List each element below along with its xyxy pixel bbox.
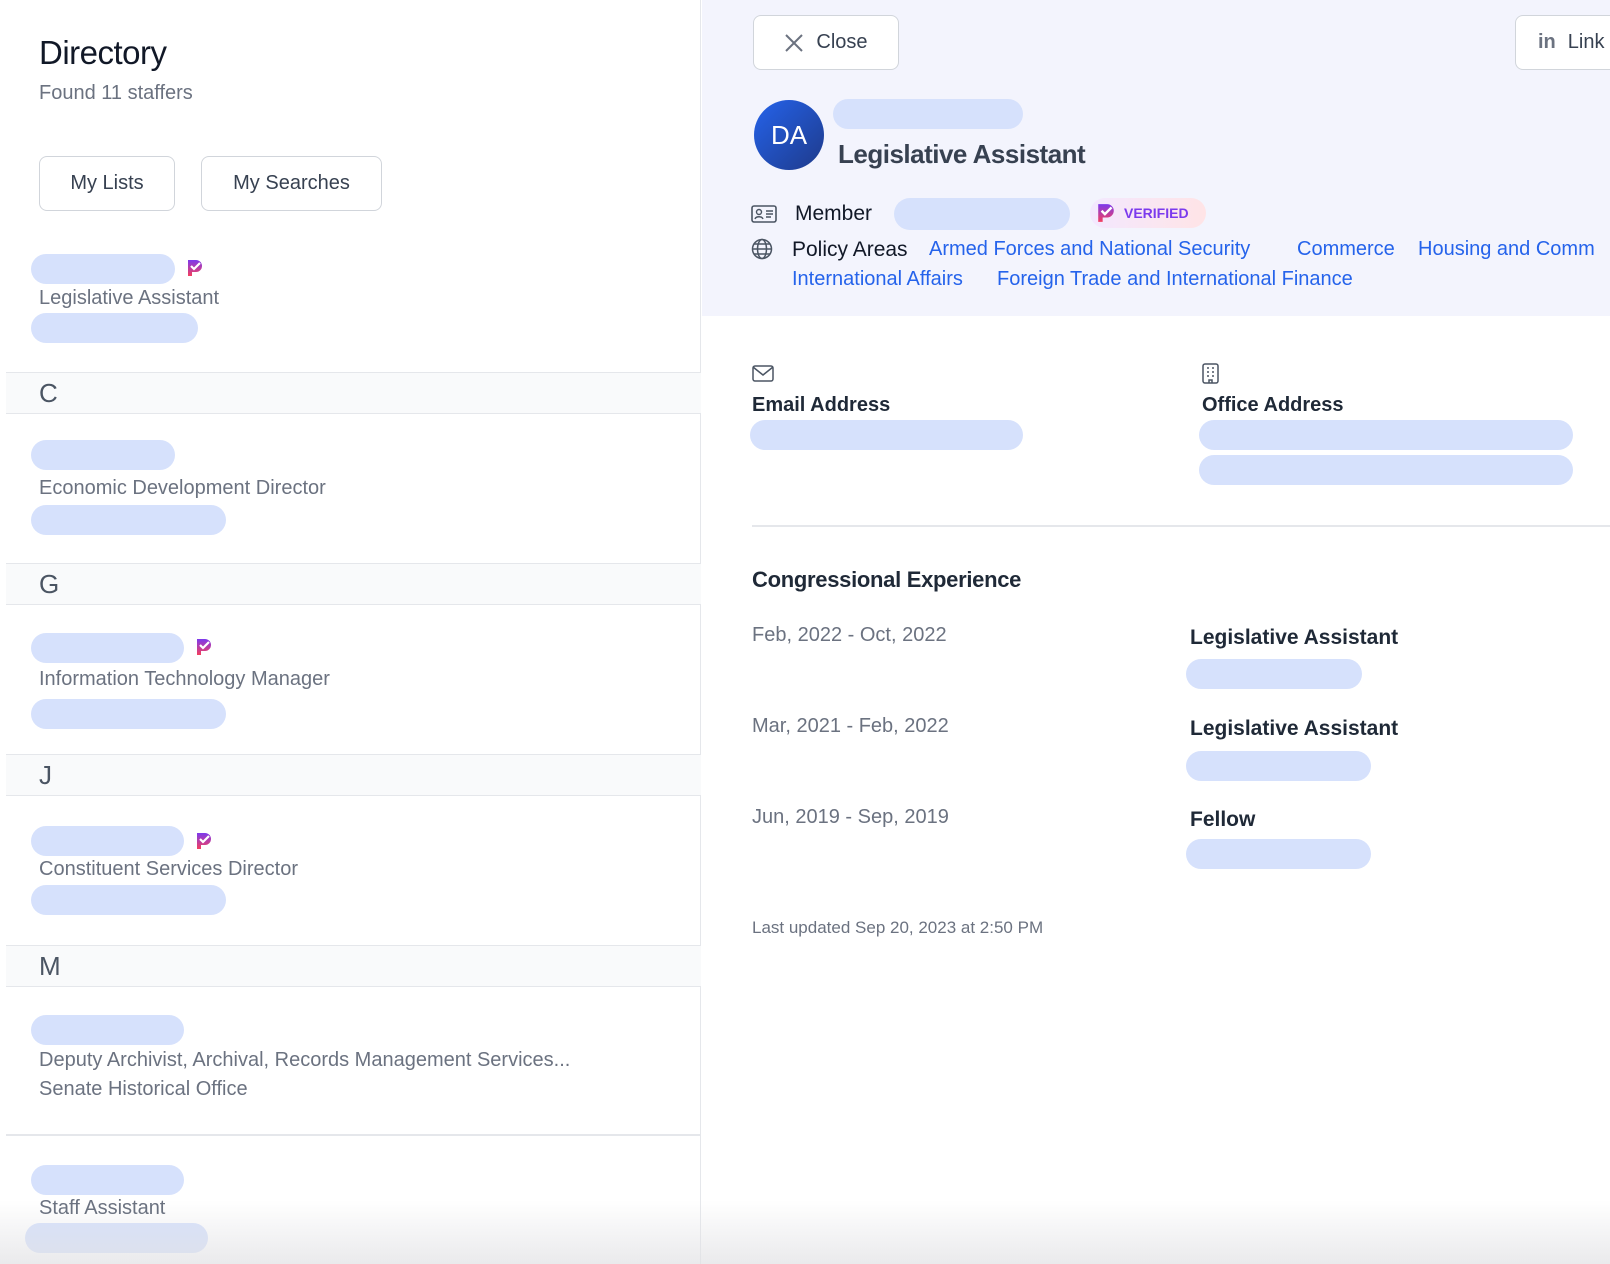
experience-dates: Jun, 2019 - Sep, 2019 — [752, 806, 949, 828]
email-placeholder — [750, 420, 1023, 450]
policy-area-link[interactable]: Commerce — [1297, 238, 1395, 260]
staffer-title: Economic Development Director — [39, 477, 326, 499]
verified-icon — [195, 832, 213, 850]
office-placeholder — [31, 313, 198, 343]
policy-area-link[interactable]: Armed Forces and National Security — [929, 238, 1251, 260]
office-placeholder — [31, 885, 226, 915]
office-placeholder — [31, 505, 226, 535]
policy-area-link[interactable]: International Affairs — [792, 268, 963, 290]
verified-badge: VERIFIED — [1090, 198, 1206, 228]
name-placeholder — [31, 440, 175, 470]
close-label: Close — [816, 31, 868, 53]
globe-icon — [751, 238, 773, 260]
results-count: Found 11 staffers — [39, 82, 193, 104]
name-placeholder — [31, 633, 184, 663]
staffer-title: Deputy Archivist, Archival, Records Mana… — [39, 1049, 571, 1071]
email-icon — [752, 365, 774, 382]
office-label: Office Address — [1202, 394, 1344, 416]
verified-icon — [195, 638, 213, 656]
directory-panel: Directory Found 11 staffers My Lists My … — [0, 0, 701, 1264]
office-placeholder — [1186, 659, 1362, 689]
section-header-m: M — [6, 945, 701, 987]
divider — [6, 1134, 701, 1136]
office-placeholder — [1186, 751, 1371, 781]
close-button[interactable]: Close — [753, 15, 899, 70]
office-placeholder — [25, 1223, 208, 1253]
my-searches-button[interactable]: My Searches — [201, 156, 382, 211]
policy-areas-label: Policy Areas — [792, 238, 908, 261]
page-title: Directory — [39, 34, 167, 71]
divider — [752, 525, 1610, 527]
office-placeholder — [1199, 455, 1573, 485]
experience-role: Legislative Assistant — [1190, 626, 1399, 649]
staffer-title: Legislative Assistant — [39, 287, 220, 309]
linkedin-icon: in — [1538, 31, 1556, 53]
office-placeholder — [1199, 420, 1573, 450]
name-placeholder — [31, 1015, 184, 1045]
section-header-j: J — [6, 754, 701, 796]
verified-icon — [186, 259, 204, 277]
my-lists-button[interactable]: My Lists — [39, 156, 175, 211]
staffer-office: Senate Historical Office — [39, 1078, 248, 1100]
name-placeholder — [31, 1165, 184, 1195]
experience-role: Legislative Assistant — [1190, 717, 1399, 740]
name-placeholder — [31, 826, 184, 856]
name-placeholder — [31, 254, 175, 284]
verified-text: VERIFIED — [1124, 205, 1189, 221]
section-header-c: C — [6, 372, 701, 414]
experience-role: Fellow — [1190, 808, 1256, 831]
email-label: Email Address — [752, 394, 891, 416]
avatar: DA — [754, 100, 824, 170]
building-icon — [1202, 363, 1219, 384]
id-card-icon — [751, 205, 777, 223]
policy-area-link[interactable]: Housing and Comm — [1418, 238, 1595, 260]
close-icon — [785, 33, 804, 52]
section-header-g: G — [6, 563, 701, 605]
office-placeholder — [1186, 839, 1371, 869]
staffer-title: Information Technology Manager — [39, 668, 330, 690]
member-label: Member — [795, 202, 873, 225]
member-placeholder — [894, 198, 1070, 230]
policy-area-link[interactable]: Foreign Trade and International Finance — [997, 268, 1353, 290]
name-placeholder — [833, 99, 1023, 129]
last-updated: Last updated Sep 20, 2023 at 2:50 PM — [752, 918, 1044, 937]
profile-title: Legislative Assistant — [838, 139, 1086, 169]
staffer-title: Staff Assistant — [39, 1197, 166, 1219]
linkedin-label: Link — [1567, 31, 1605, 53]
experience-dates: Feb, 2022 - Oct, 2022 — [752, 624, 947, 646]
office-placeholder — [31, 699, 226, 729]
experience-title: Congressional Experience — [752, 567, 1022, 592]
experience-dates: Mar, 2021 - Feb, 2022 — [752, 715, 949, 737]
verified-icon — [1096, 203, 1116, 223]
staffer-title: Constituent Services Director — [39, 858, 298, 880]
linkedin-button[interactable]: in Link — [1515, 15, 1610, 70]
